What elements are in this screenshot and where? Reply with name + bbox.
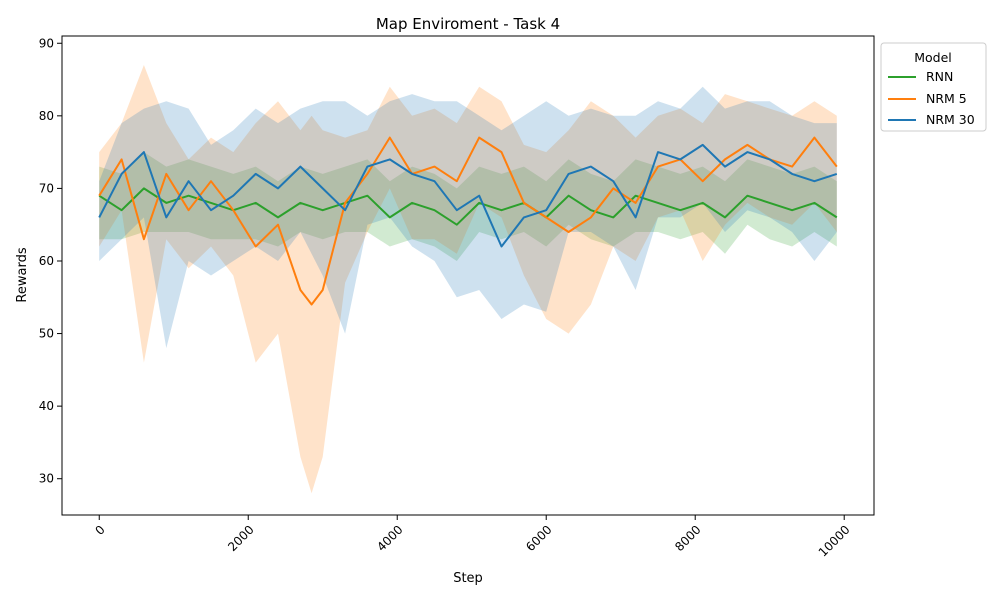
x-axis-label: Step: [453, 571, 483, 586]
y-tick-label: 70: [39, 181, 54, 195]
series-line-nrm30: [98, 143, 838, 248]
plot-area: [98, 65, 838, 494]
chart-title: Map Enviroment - Task 4: [376, 15, 560, 33]
x-tick-label: 2000: [225, 523, 256, 554]
y-tick-label: 60: [39, 254, 54, 268]
y-tick-label: 50: [39, 327, 54, 341]
legend-label-rnn: RNN: [926, 69, 953, 84]
y-axis-label: Rewards: [15, 247, 30, 302]
plot-frame: [61, 35, 875, 516]
series-line-rnn: [98, 187, 838, 226]
y-tick-label: 30: [39, 472, 54, 486]
y-axis: 30 40 50 60 70 80 90: [39, 36, 62, 486]
band-nrm5: [99, 65, 837, 494]
y-tick-label: 80: [39, 109, 54, 123]
y-tick-label: 40: [39, 399, 54, 413]
band-nrm30: [99, 86, 837, 349]
legend-title: Model: [914, 50, 952, 65]
x-axis: 0 2000 4000 6000 8000 10000: [92, 515, 853, 560]
x-tick-label: 0: [92, 523, 107, 538]
x-tick-label: 8000: [672, 523, 703, 554]
x-tick-label: 4000: [374, 523, 405, 554]
legend-box: [880, 42, 987, 132]
legend-label-nrm30: NRM 30: [926, 112, 975, 127]
legend: Model RNN NRM 5 NRM 30: [880, 42, 987, 132]
x-tick-label: 6000: [523, 523, 554, 554]
band-rnn: [99, 152, 837, 261]
y-tick-label: 90: [39, 36, 54, 50]
x-tick-label: 10000: [816, 523, 853, 560]
legend-label-nrm5: NRM 5: [926, 91, 967, 106]
